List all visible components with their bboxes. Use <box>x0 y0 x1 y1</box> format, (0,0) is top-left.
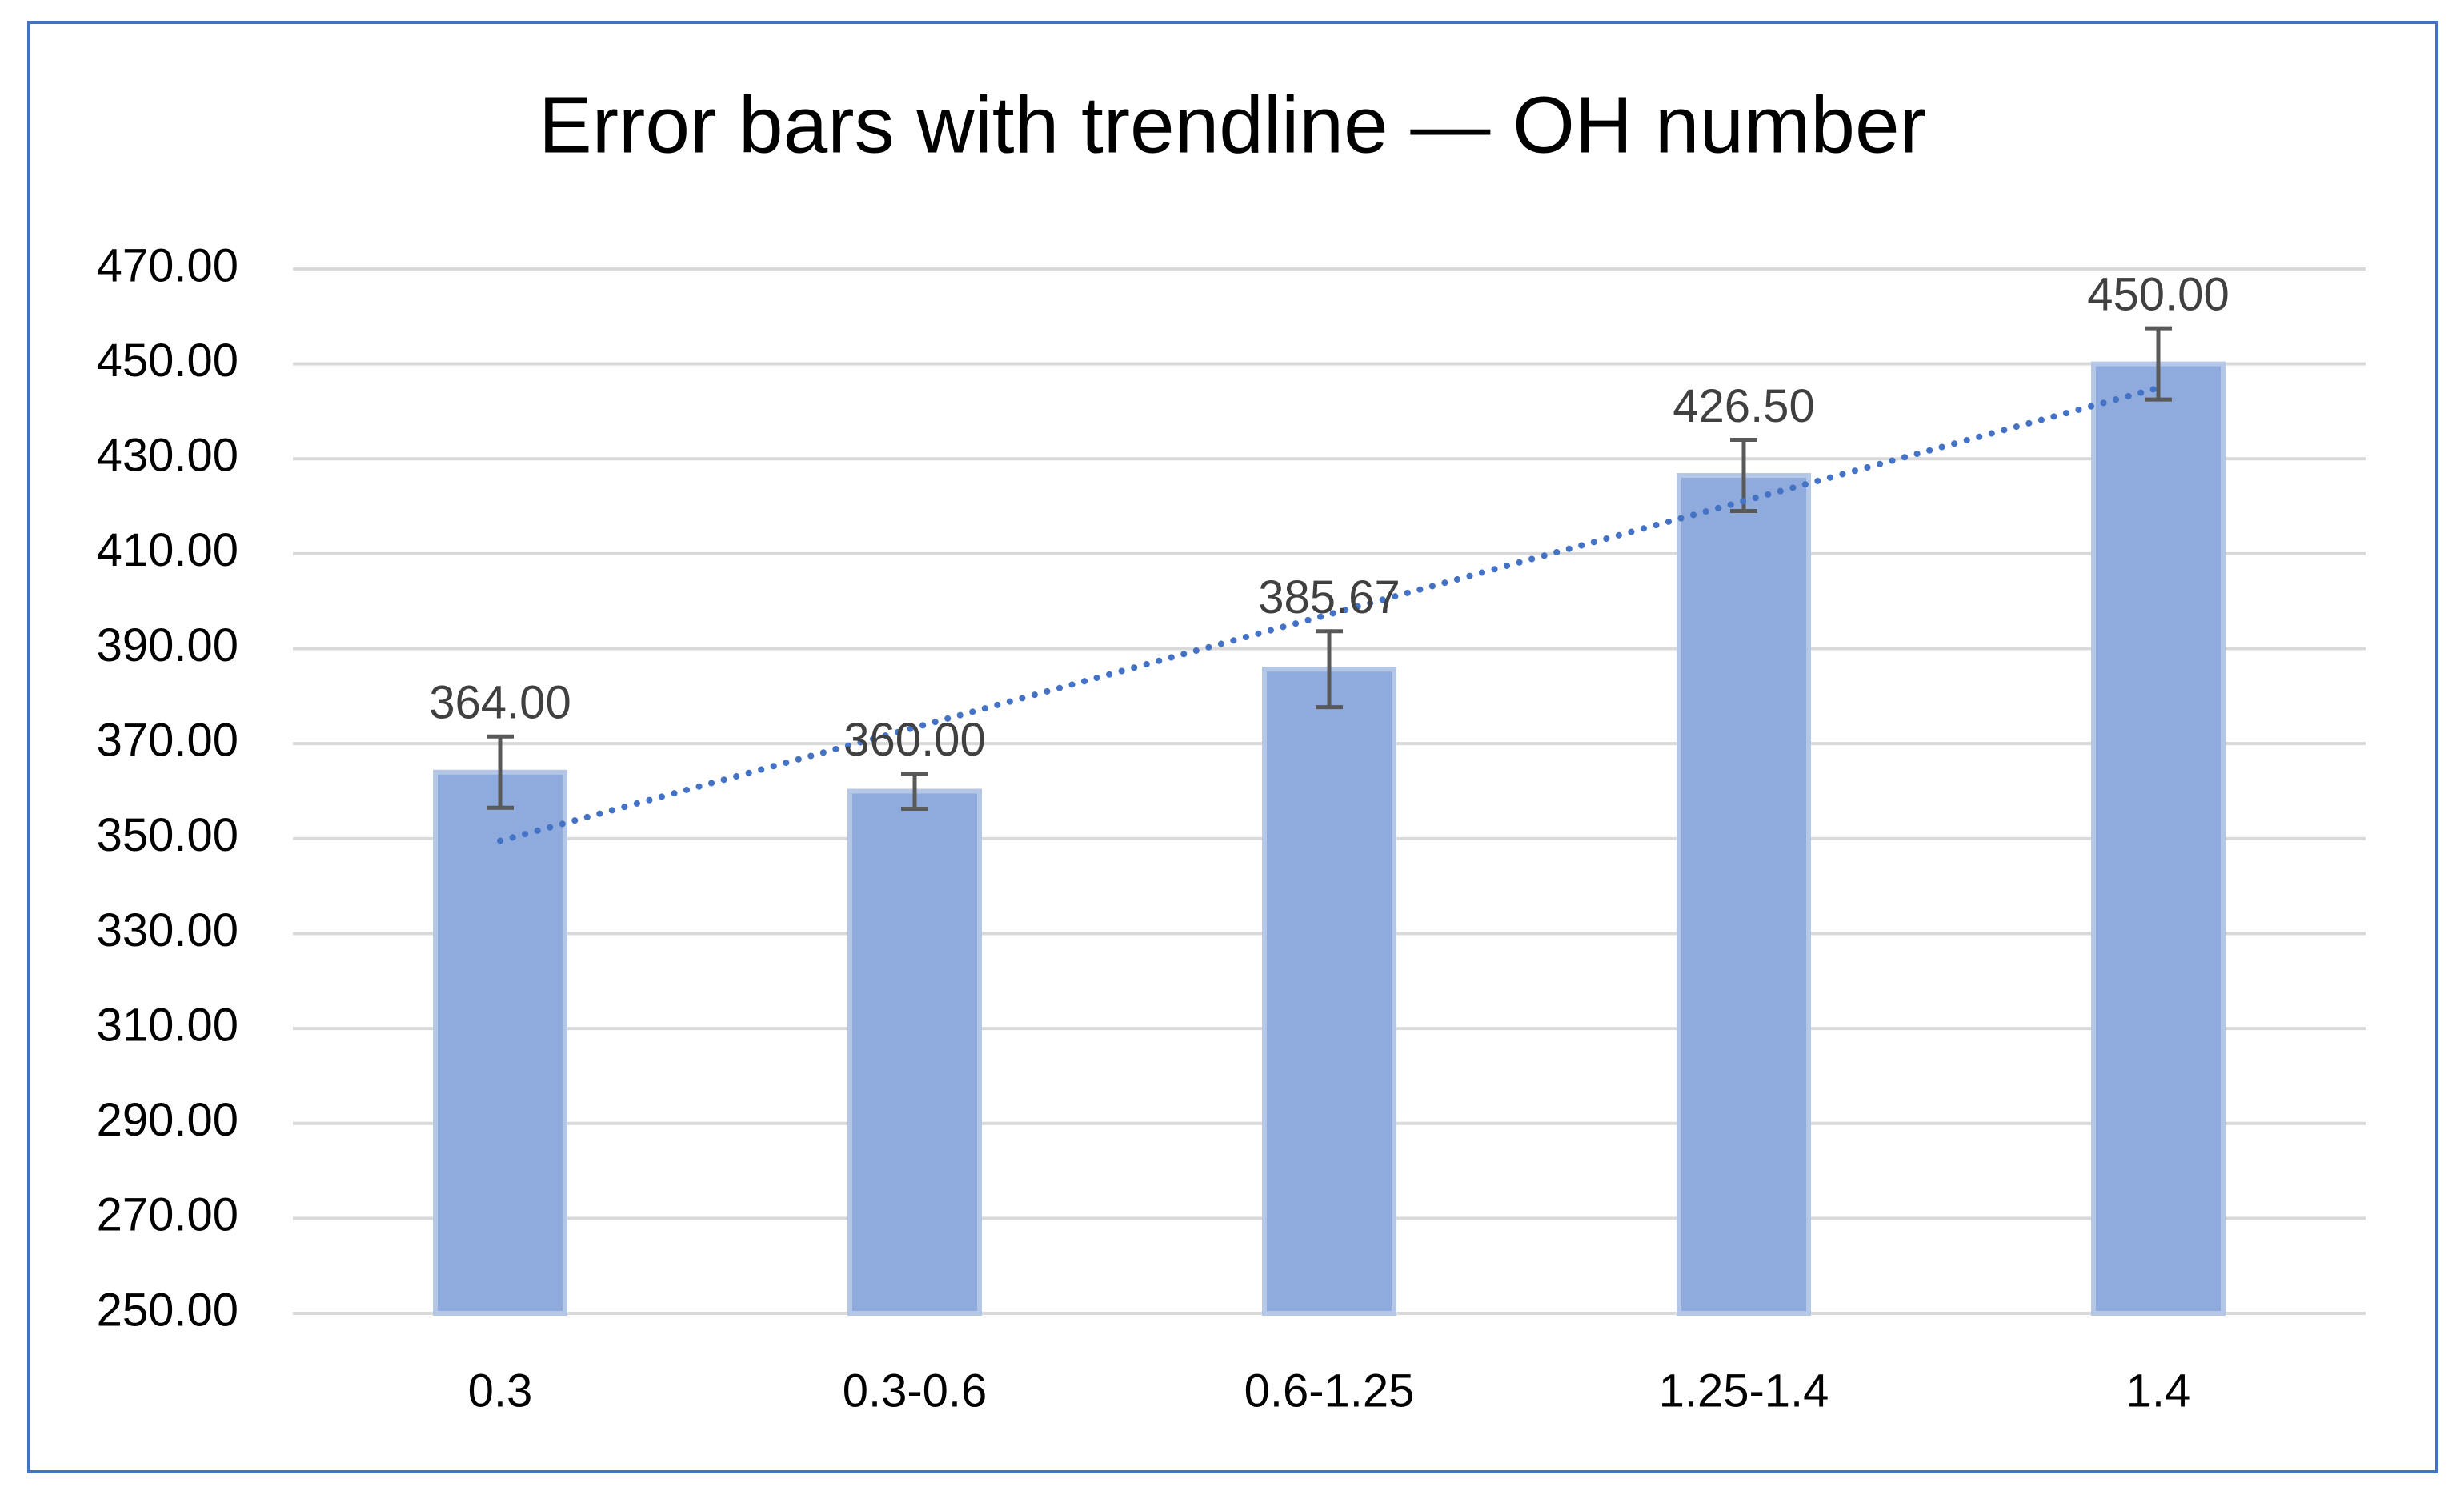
y-tick-label: 350.00 <box>97 809 238 861</box>
error-bar <box>487 734 514 810</box>
data-label: 450.00 <box>2087 268 2229 320</box>
x-tick-label: 1.25-1.4 <box>1659 1365 1829 1417</box>
bar <box>1677 473 1811 1317</box>
x-tick-label: 0.6-1.25 <box>1244 1365 1415 1417</box>
chart-border <box>27 21 2438 1473</box>
y-tick-label: 390.00 <box>97 619 238 671</box>
data-label: 426.50 <box>1673 380 1814 432</box>
y-tick-label: 270.00 <box>97 1189 238 1241</box>
y-tick-label: 290.00 <box>97 1094 238 1146</box>
chart-title: Error bars with trendline — OH number <box>539 80 1926 170</box>
y-tick-label: 430.00 <box>97 430 238 482</box>
x-tick-label: 1.4 <box>2126 1365 2191 1417</box>
data-label: 364.00 <box>429 677 571 729</box>
y-tick-label: 310.00 <box>97 999 238 1051</box>
error-bar <box>901 772 928 811</box>
data-label: 385.67 <box>1258 571 1400 623</box>
x-tick-label: 0.3 <box>468 1365 533 1417</box>
y-tick-label: 330.00 <box>97 904 238 956</box>
y-tick-label: 470.00 <box>97 239 238 291</box>
y-tick-label: 410.00 <box>97 524 238 576</box>
bar <box>847 788 982 1316</box>
x-tick-label: 0.3-0.6 <box>843 1365 988 1417</box>
error-bar <box>1316 629 1343 710</box>
bar <box>1262 667 1396 1316</box>
y-tick-label: 450.00 <box>97 335 238 387</box>
y-tick-label: 250.00 <box>97 1284 238 1336</box>
bar <box>433 769 567 1316</box>
y-tick-label: 370.00 <box>97 715 238 767</box>
bar <box>2091 361 2226 1316</box>
data-label: 360.00 <box>843 714 985 766</box>
error-bar <box>2145 326 2172 402</box>
trendline <box>497 384 2162 844</box>
